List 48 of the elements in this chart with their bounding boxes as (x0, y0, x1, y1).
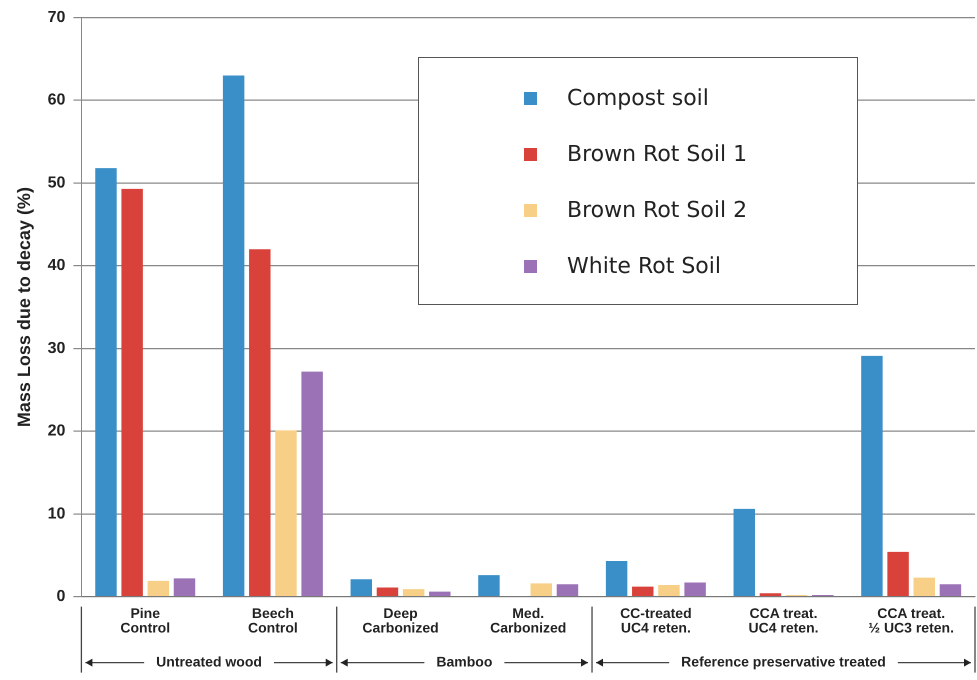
legend-label: White Rot Soil (567, 254, 721, 278)
bar (222, 76, 244, 596)
bar (734, 508, 755, 596)
text: Reference preservative treated (681, 653, 886, 670)
x-tick-label: Med. Carbonized (490, 604, 566, 636)
bar (121, 188, 143, 596)
bar (148, 580, 170, 596)
y-tick-label: 50 (48, 174, 66, 192)
bar (556, 584, 578, 596)
x-tick-label: CCA treat. UC4 reten. (748, 604, 819, 636)
bar (861, 356, 883, 596)
bar (249, 249, 271, 596)
x-tick-label: CC-treated UC4 reten. (620, 604, 692, 636)
bar (940, 584, 962, 596)
text: Bamboo (436, 653, 492, 670)
bar (174, 578, 196, 596)
bar (95, 168, 117, 596)
y-tick-label: 20 (48, 422, 66, 440)
legend-label: Compost soil (567, 86, 709, 110)
x-tick-label: CCA treat. ½ UC3 reten. (868, 604, 954, 636)
bar (429, 592, 451, 596)
bar (350, 579, 372, 596)
legend-label: Brown Rot Soil 2 (567, 198, 748, 222)
bar (301, 372, 323, 596)
y-tick-label: 70 (48, 9, 66, 26)
y-tick-label: 10 (48, 505, 66, 522)
legend-label: Brown Rot Soil 1 (567, 142, 748, 166)
bar (275, 430, 297, 596)
bar (478, 575, 500, 596)
bar (402, 589, 424, 596)
bar (376, 588, 398, 596)
x-tick-label: Beech Control (248, 604, 298, 636)
bar (684, 582, 706, 596)
bar (658, 585, 680, 596)
x-tick-label: Deep Carbonized (362, 604, 439, 636)
y-tick-label: 0 (56, 588, 66, 606)
y-tick-label: 60 (48, 92, 66, 109)
text: Untreated wood (156, 653, 262, 670)
bar (914, 578, 935, 596)
bar (606, 561, 628, 596)
bar (530, 583, 552, 596)
x-tick-label: Pine Control (120, 604, 170, 636)
y-axis-title: Mass Loss due to decay (%) (14, 187, 34, 428)
bar (760, 593, 782, 596)
y-tick-label: 30 (48, 340, 66, 357)
y-tick-label: 40 (48, 257, 66, 274)
bar (632, 586, 654, 596)
bar (887, 552, 909, 596)
